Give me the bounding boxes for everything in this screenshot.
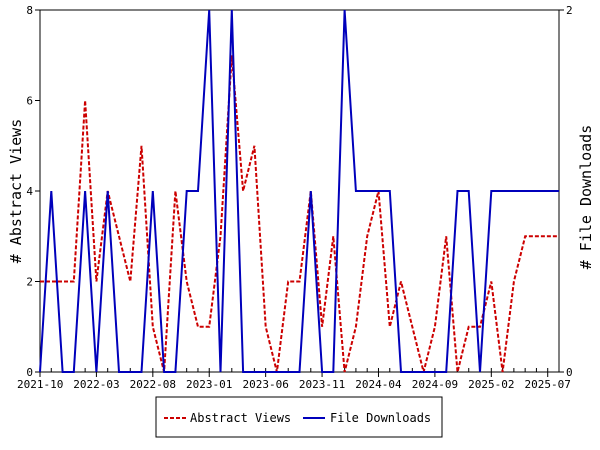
x-tick-label: 2023-06 <box>242 378 288 391</box>
legend: Abstract Views File Downloads <box>155 396 443 438</box>
plot-area <box>39 9 560 373</box>
series-line-file-downloads <box>39 9 559 373</box>
x-tick-label: 2022-03 <box>73 378 119 391</box>
y-left-tick-label: 0 <box>26 366 33 379</box>
y-left-tick-label: 8 <box>26 4 33 17</box>
y-right-tick-label: 2 <box>566 4 573 17</box>
y-left-tick-label: 2 <box>26 276 33 289</box>
y-left-tick-label: 4 <box>26 185 33 198</box>
y-right-axis: 02 <box>559 4 573 379</box>
x-axis: 2021-10 2022-03 2022-08 2023-01 2023-06 2023-… <box>17 368 571 391</box>
y-right-tick-label: 0 <box>566 366 573 379</box>
series-group <box>39 9 559 373</box>
x-tick-label: 2021-10 <box>17 378 63 391</box>
legend-label-file-downloads: File Downloads <box>330 411 431 425</box>
series-line-abstract-views <box>40 55 559 373</box>
y-right-axis-title: # File Downloads <box>577 125 595 270</box>
x-tick-label: 2024-04 <box>355 378 402 391</box>
x-tick-label: 2024-09 <box>412 378 458 391</box>
y-left-tick-label: 6 <box>26 95 33 108</box>
x-tick-label: 2025-02 <box>468 378 514 391</box>
y-left-axis: 0 2 4 6 8 <box>26 4 40 379</box>
x-tick-label: 2025-07 <box>525 378 571 391</box>
x-tick-label: 2023-11 <box>299 378 345 391</box>
x-tick-label: 2022-08 <box>130 378 176 391</box>
x-tick-label: 2023-01 <box>186 378 232 391</box>
legend-box <box>155 396 443 438</box>
legend-label-abstract-views: Abstract Views <box>190 411 291 425</box>
y-left-axis-title: # Abstract Views <box>7 119 25 264</box>
